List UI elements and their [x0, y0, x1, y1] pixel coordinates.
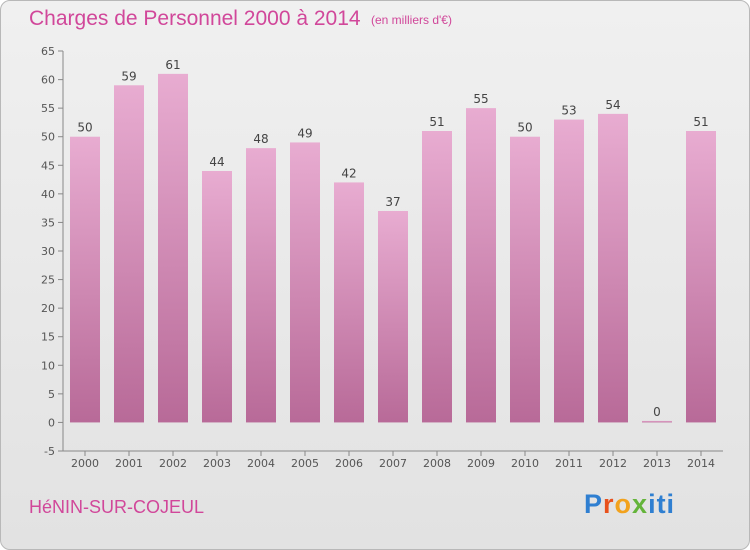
x-tick-label-2001: 2001	[115, 457, 143, 470]
x-tick-label-2008: 2008	[423, 457, 451, 470]
data-label-2004: 48	[253, 132, 268, 146]
x-tick-label-2003: 2003	[203, 457, 231, 470]
y-tick-label: 20	[41, 302, 55, 315]
logo-letter: iti	[648, 489, 676, 519]
bar-2003	[202, 171, 232, 423]
y-tick-label: 55	[41, 102, 55, 115]
y-tick-label: 60	[41, 74, 55, 87]
data-label-2008: 51	[429, 115, 444, 129]
bar-2009	[466, 108, 496, 423]
bar-2002	[158, 73, 188, 423]
data-label-2010: 50	[517, 121, 532, 135]
y-tick-label: 65	[41, 45, 55, 58]
x-tick-label-2009: 2009	[467, 457, 495, 470]
x-tick-label-2012: 2012	[599, 457, 627, 470]
x-tick-label-2007: 2007	[379, 457, 407, 470]
bar-2013	[642, 420, 672, 423]
y-tick-label: 25	[41, 274, 55, 287]
x-tick-label-2014: 2014	[687, 457, 715, 470]
bar-2005	[290, 142, 320, 423]
x-tick-label-2006: 2006	[335, 457, 363, 470]
data-label-2014: 51	[693, 115, 708, 129]
proxiti-logo: Proxiti	[584, 489, 675, 520]
y-tick-label: 5	[48, 388, 55, 401]
logo-letter: x	[632, 489, 649, 519]
data-label-2013: 0	[653, 405, 661, 419]
x-tick-label-2004: 2004	[247, 457, 275, 470]
data-label-2003: 44	[209, 155, 224, 169]
logo-letter: r	[603, 489, 615, 519]
bar-2001	[114, 85, 144, 423]
x-tick-label-2005: 2005	[291, 457, 319, 470]
y-tick-label: 10	[41, 359, 55, 372]
y-tick-label: 0	[48, 416, 55, 429]
bar-2014	[686, 131, 716, 423]
bar-2007	[378, 211, 408, 423]
bar-2010	[510, 136, 540, 423]
y-tick-label: 15	[41, 331, 55, 344]
data-label-2001: 59	[121, 69, 136, 83]
data-label-2005: 49	[297, 126, 312, 140]
logo-letter: o	[614, 489, 633, 519]
bar-2011	[554, 119, 584, 423]
y-tick-label: 45	[41, 159, 55, 172]
x-tick-label-2011: 2011	[555, 457, 583, 470]
chart-subtitle: (en milliers d'€)	[371, 13, 452, 27]
data-label-2000: 50	[77, 121, 92, 135]
chart-title: Charges de Personnel 2000 à 2014	[29, 7, 361, 30]
commune-name: HéNIN-SUR-COJEUL	[29, 497, 205, 517]
y-tick-label: 30	[41, 245, 55, 258]
data-label-2007: 37	[385, 195, 400, 209]
logo-letter: P	[584, 489, 604, 519]
x-tick-label-2013: 2013	[643, 457, 671, 470]
bar-2012	[598, 113, 628, 423]
bar-2006	[334, 182, 364, 423]
x-tick-label-2000: 2000	[71, 457, 99, 470]
bar-2004	[246, 148, 276, 423]
y-tick-label: 50	[41, 131, 55, 144]
y-tick-label: 35	[41, 216, 55, 229]
y-tick-label: -5	[44, 445, 55, 458]
data-label-2006: 42	[341, 166, 356, 180]
data-label-2002: 61	[165, 58, 180, 72]
data-label-2009: 55	[473, 92, 488, 106]
y-tick-label: 40	[41, 188, 55, 201]
x-tick-label-2002: 2002	[159, 457, 187, 470]
data-label-2012: 54	[605, 98, 620, 112]
bar-2000	[70, 136, 100, 423]
bar-2008	[422, 131, 452, 423]
data-label-2011: 53	[561, 104, 576, 118]
x-tick-label-2010: 2010	[511, 457, 539, 470]
